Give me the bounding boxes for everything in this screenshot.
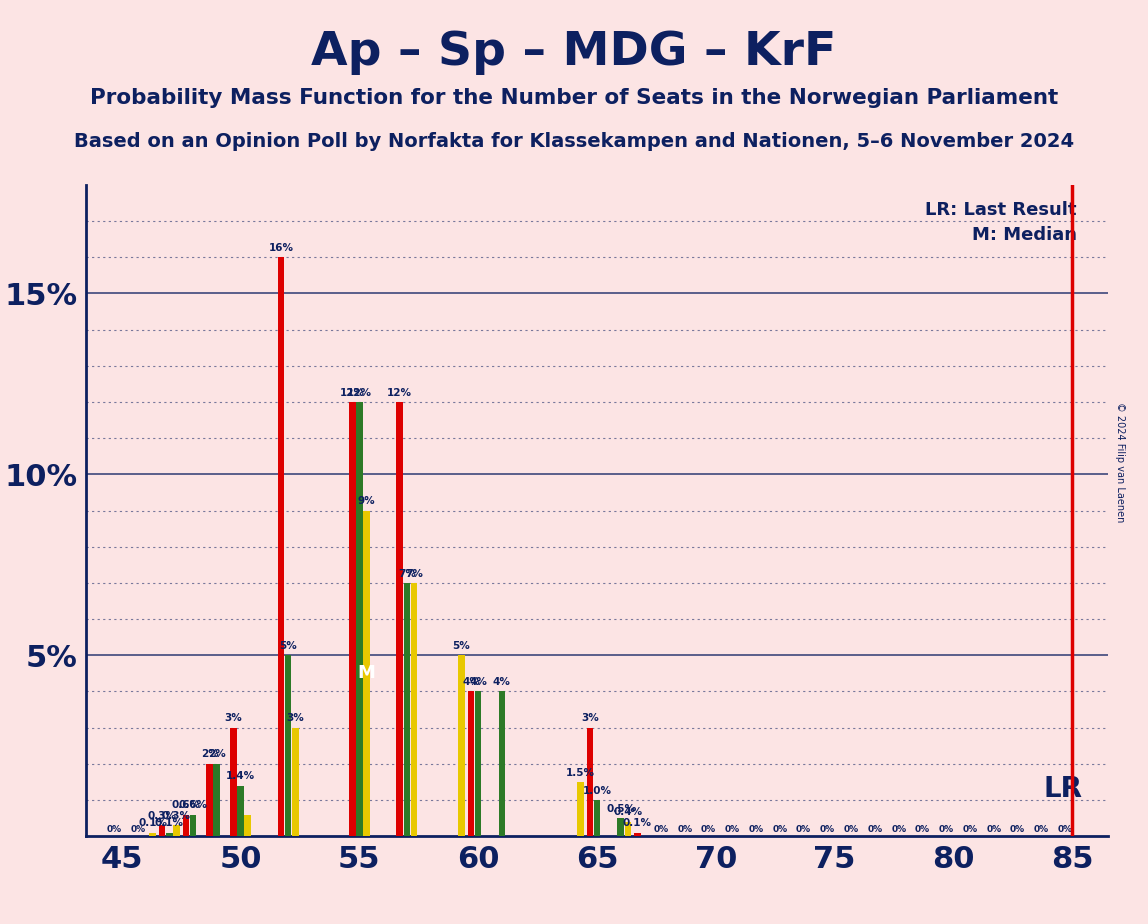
Bar bbox=[467, 691, 474, 836]
Text: M: M bbox=[357, 664, 375, 682]
Bar bbox=[396, 402, 403, 836]
Text: 12%: 12% bbox=[340, 387, 365, 397]
Text: 0%: 0% bbox=[1033, 825, 1049, 834]
Text: 0%: 0% bbox=[844, 825, 859, 834]
Text: 12%: 12% bbox=[387, 387, 412, 397]
Text: 0%: 0% bbox=[820, 825, 835, 834]
Bar bbox=[404, 583, 410, 836]
Bar bbox=[625, 821, 631, 836]
Text: 0.1%: 0.1% bbox=[623, 819, 652, 828]
Bar bbox=[458, 655, 465, 836]
Text: 16%: 16% bbox=[269, 243, 294, 253]
Bar bbox=[183, 815, 189, 836]
Bar bbox=[245, 815, 251, 836]
Text: 0.5%: 0.5% bbox=[606, 804, 635, 814]
Text: 0.6%: 0.6% bbox=[171, 800, 201, 810]
Bar bbox=[214, 764, 220, 836]
Bar bbox=[475, 691, 481, 836]
Bar bbox=[618, 818, 625, 836]
Text: LR: LR bbox=[1044, 775, 1083, 803]
Text: 1.5%: 1.5% bbox=[566, 768, 595, 778]
Text: 0%: 0% bbox=[891, 825, 906, 834]
Text: 5%: 5% bbox=[279, 641, 297, 650]
Bar bbox=[411, 583, 418, 836]
Bar bbox=[587, 728, 594, 836]
Bar bbox=[238, 785, 243, 836]
Text: 0%: 0% bbox=[653, 825, 668, 834]
Text: M: Median: M: Median bbox=[972, 226, 1077, 245]
Text: 7%: 7% bbox=[405, 568, 422, 578]
Text: 0.6%: 0.6% bbox=[179, 800, 208, 810]
Text: 1.4%: 1.4% bbox=[226, 772, 255, 781]
Text: 9%: 9% bbox=[358, 496, 375, 506]
Bar bbox=[230, 728, 236, 836]
Text: 7%: 7% bbox=[398, 568, 416, 578]
Text: © 2024 Filip van Laenen: © 2024 Filip van Laenen bbox=[1116, 402, 1125, 522]
Text: 3%: 3% bbox=[581, 713, 599, 723]
Text: LR: Last Result: LR: Last Result bbox=[925, 201, 1077, 219]
Text: 0.4%: 0.4% bbox=[613, 808, 643, 818]
Text: 0.1%: 0.1% bbox=[155, 819, 184, 828]
Text: 3%: 3% bbox=[286, 713, 304, 723]
Text: 4%: 4% bbox=[470, 677, 487, 687]
Bar bbox=[207, 764, 214, 836]
Text: 0%: 0% bbox=[939, 825, 954, 834]
Text: 0%: 0% bbox=[796, 825, 812, 834]
Text: 12%: 12% bbox=[347, 387, 372, 397]
Bar bbox=[363, 510, 370, 836]
Bar bbox=[173, 825, 180, 836]
Text: 0%: 0% bbox=[773, 825, 788, 834]
Bar bbox=[498, 691, 505, 836]
Text: 0%: 0% bbox=[962, 825, 978, 834]
Text: 0%: 0% bbox=[1057, 825, 1072, 834]
Text: 0%: 0% bbox=[1010, 825, 1025, 834]
Bar bbox=[634, 833, 641, 836]
Text: 3%: 3% bbox=[225, 713, 242, 723]
Bar bbox=[166, 833, 172, 836]
Text: 0.3%: 0.3% bbox=[162, 811, 191, 821]
Bar bbox=[577, 782, 583, 836]
Text: 0%: 0% bbox=[677, 825, 692, 834]
Text: 0%: 0% bbox=[724, 825, 740, 834]
Text: 4%: 4% bbox=[463, 677, 480, 687]
Text: 2%: 2% bbox=[208, 749, 226, 760]
Text: 0.1%: 0.1% bbox=[138, 819, 168, 828]
Text: Ap – Sp – MDG – KrF: Ap – Sp – MDG – KrF bbox=[311, 30, 837, 75]
Bar bbox=[349, 402, 356, 836]
Bar bbox=[278, 257, 285, 836]
Text: 5%: 5% bbox=[452, 641, 471, 650]
Bar bbox=[149, 833, 156, 836]
Text: 0%: 0% bbox=[986, 825, 1001, 834]
Bar bbox=[158, 825, 165, 836]
Text: 0%: 0% bbox=[131, 825, 146, 834]
Bar bbox=[594, 800, 600, 836]
Text: 0%: 0% bbox=[701, 825, 716, 834]
Bar bbox=[189, 815, 196, 836]
Text: 0%: 0% bbox=[748, 825, 763, 834]
Bar bbox=[292, 728, 298, 836]
Text: Probability Mass Function for the Number of Seats in the Norwegian Parliament: Probability Mass Function for the Number… bbox=[90, 88, 1058, 108]
Text: Based on an Opinion Poll by Norfakta for Klassekampen and Nationen, 5–6 November: Based on an Opinion Poll by Norfakta for… bbox=[73, 132, 1075, 152]
Text: 0%: 0% bbox=[915, 825, 930, 834]
Text: 0.3%: 0.3% bbox=[148, 811, 177, 821]
Bar bbox=[285, 655, 292, 836]
Text: 2%: 2% bbox=[201, 749, 218, 760]
Text: 0%: 0% bbox=[868, 825, 883, 834]
Bar bbox=[356, 402, 363, 836]
Text: 4%: 4% bbox=[492, 677, 511, 687]
Text: 0%: 0% bbox=[107, 825, 122, 834]
Text: 1.0%: 1.0% bbox=[582, 785, 612, 796]
